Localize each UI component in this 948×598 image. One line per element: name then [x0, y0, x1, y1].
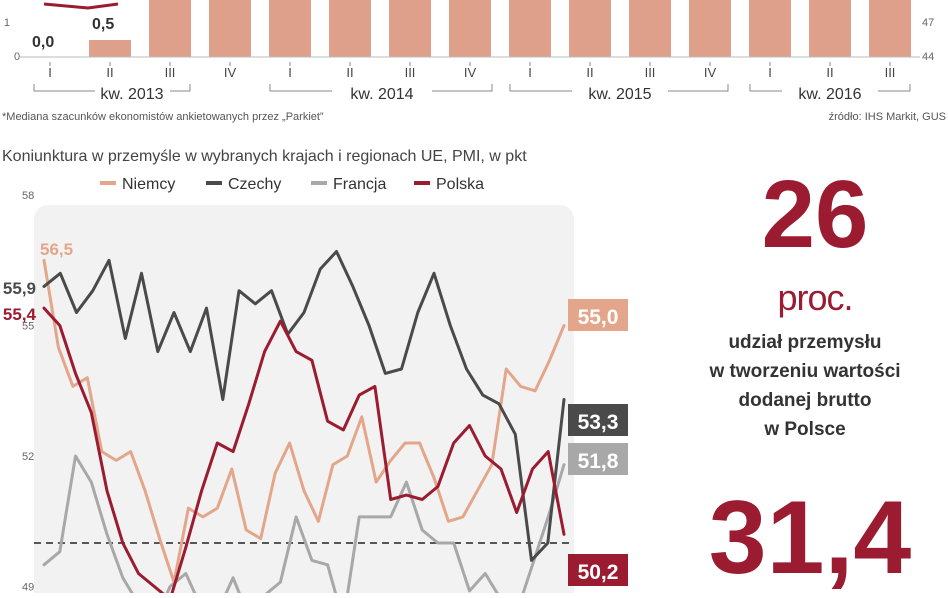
top-right-tick-44: 44	[922, 51, 934, 63]
start-label-niemcy: 56,5	[40, 240, 73, 259]
stat-unit-proc: proc.	[777, 277, 853, 318]
legend-label-polska: Polska	[436, 176, 484, 193]
top-bar-3	[209, 0, 251, 57]
legend-label-czechy: Czechy	[228, 176, 281, 193]
end-label-czechy: 53,3	[578, 411, 619, 434]
top-bar-4	[269, 0, 311, 57]
quarter-label-1: II	[106, 65, 113, 80]
year-label-2015: kw. 2015	[588, 86, 651, 103]
top-bar-7	[449, 0, 491, 57]
top-bar-6	[389, 0, 431, 57]
stat-description: udział przemysłu w tworzeniu wartości do…	[680, 328, 930, 444]
quarter-label-14: III	[885, 65, 896, 80]
y-tick-55: 55	[22, 321, 34, 333]
end-label-polska: 50,2	[578, 561, 619, 584]
end-label-niemcy: 55,0	[578, 306, 619, 329]
quarter-label-7: IV	[464, 65, 477, 80]
top-footnote: *Mediana szacunków ekonomistów ankietowa…	[2, 111, 324, 123]
pmi-line-chart: Koniunktura w przemyśle w wybranych kraj…	[2, 148, 628, 593]
top-value-label-0: 0,0	[32, 34, 54, 51]
top-bar-11	[689, 0, 731, 57]
top-right-tick-47: 47	[922, 17, 934, 29]
year-brackets	[33, 84, 911, 92]
stat-desc-line-4: w Polsce	[764, 419, 846, 440]
end-label-box-polska	[568, 554, 628, 586]
y-tick-49: 49	[22, 582, 34, 594]
end-label-box-francja	[568, 443, 628, 475]
y-tick-58: 58	[22, 190, 34, 202]
legend: Niemcy Czechy Francja Polska	[100, 176, 484, 193]
top-bar-10	[629, 0, 671, 57]
stat-desc-line-2: w tworzeniu wartości	[709, 361, 901, 382]
top-value-label-1: 0,5	[92, 16, 114, 33]
stat-value-31-4: 31,4	[708, 480, 912, 596]
y-axis-ticks: 58 55 52 49	[22, 190, 34, 593]
legend-label-francja: Francja	[333, 176, 386, 193]
top-left-tick-1: 1	[4, 17, 10, 29]
top-bars	[89, 0, 911, 57]
end-label-box-niemcy	[568, 299, 628, 331]
top-bar-14	[869, 0, 911, 57]
top-bar-1	[89, 40, 131, 57]
start-label-polska: 55,4	[3, 305, 37, 324]
quarter-label-4: I	[288, 65, 292, 80]
top-bar-9	[569, 0, 611, 57]
stat-desc-line-3: dodanej brutto	[738, 390, 872, 411]
start-label-czechy: 55,9	[3, 279, 36, 298]
year-label-2013: kw. 2013	[100, 86, 163, 103]
quarter-label-2: III	[165, 65, 176, 80]
top-bar-13	[809, 0, 851, 57]
year-label-2016: kw. 2016	[798, 86, 861, 103]
quarter-label-12: I	[768, 65, 772, 80]
stat-value-26: 26	[761, 161, 869, 268]
quarter-labels: I II III IV I II III IV I II III IV I II III	[48, 62, 895, 80]
top-source: źródło: IHS Markit, GUS	[829, 111, 946, 123]
series-lines	[42, 250, 566, 593]
series-line-niemcy	[42, 258, 566, 584]
stat-desc-line-1: udział przemysłu	[728, 332, 882, 353]
top-bar-chart: 1 0 47 44 0,0 0,5 I II III IV I II III IV I II III…	[2, 0, 946, 123]
series-labels: 55,0 53,3 51,8 50,2 56,5 55,9 55,4	[3, 240, 628, 586]
quarter-label-11: IV	[704, 65, 717, 80]
quarter-label-9: II	[586, 65, 593, 80]
quarter-label-10: III	[645, 65, 656, 80]
top-polska-line	[43, 2, 119, 10]
year-label-2014: kw. 2014	[350, 86, 413, 103]
chart-title: Koniunktura w przemyśle w wybranych kraj…	[2, 148, 527, 165]
end-label-box-czechy	[568, 404, 628, 436]
quarter-label-0: I	[48, 65, 52, 80]
series-line-francja	[42, 454, 566, 593]
top-bar-12	[749, 0, 791, 57]
quarter-label-3: IV	[224, 65, 237, 80]
top-bar-5	[329, 0, 371, 57]
top-bar-8	[509, 0, 551, 57]
quarter-label-13: II	[826, 65, 833, 80]
quarter-label-6: III	[405, 65, 416, 80]
quarter-label-5: II	[346, 65, 353, 80]
series-line-czechy	[42, 250, 566, 562]
quarter-label-8: I	[528, 65, 532, 80]
y-tick-52: 52	[22, 451, 34, 463]
end-label-francja: 51,8	[578, 450, 619, 473]
top-bar-2	[149, 0, 191, 57]
top-left-tick-0: 0	[14, 51, 20, 63]
legend-label-niemcy: Niemcy	[122, 176, 175, 193]
series-line-polska	[42, 306, 566, 593]
